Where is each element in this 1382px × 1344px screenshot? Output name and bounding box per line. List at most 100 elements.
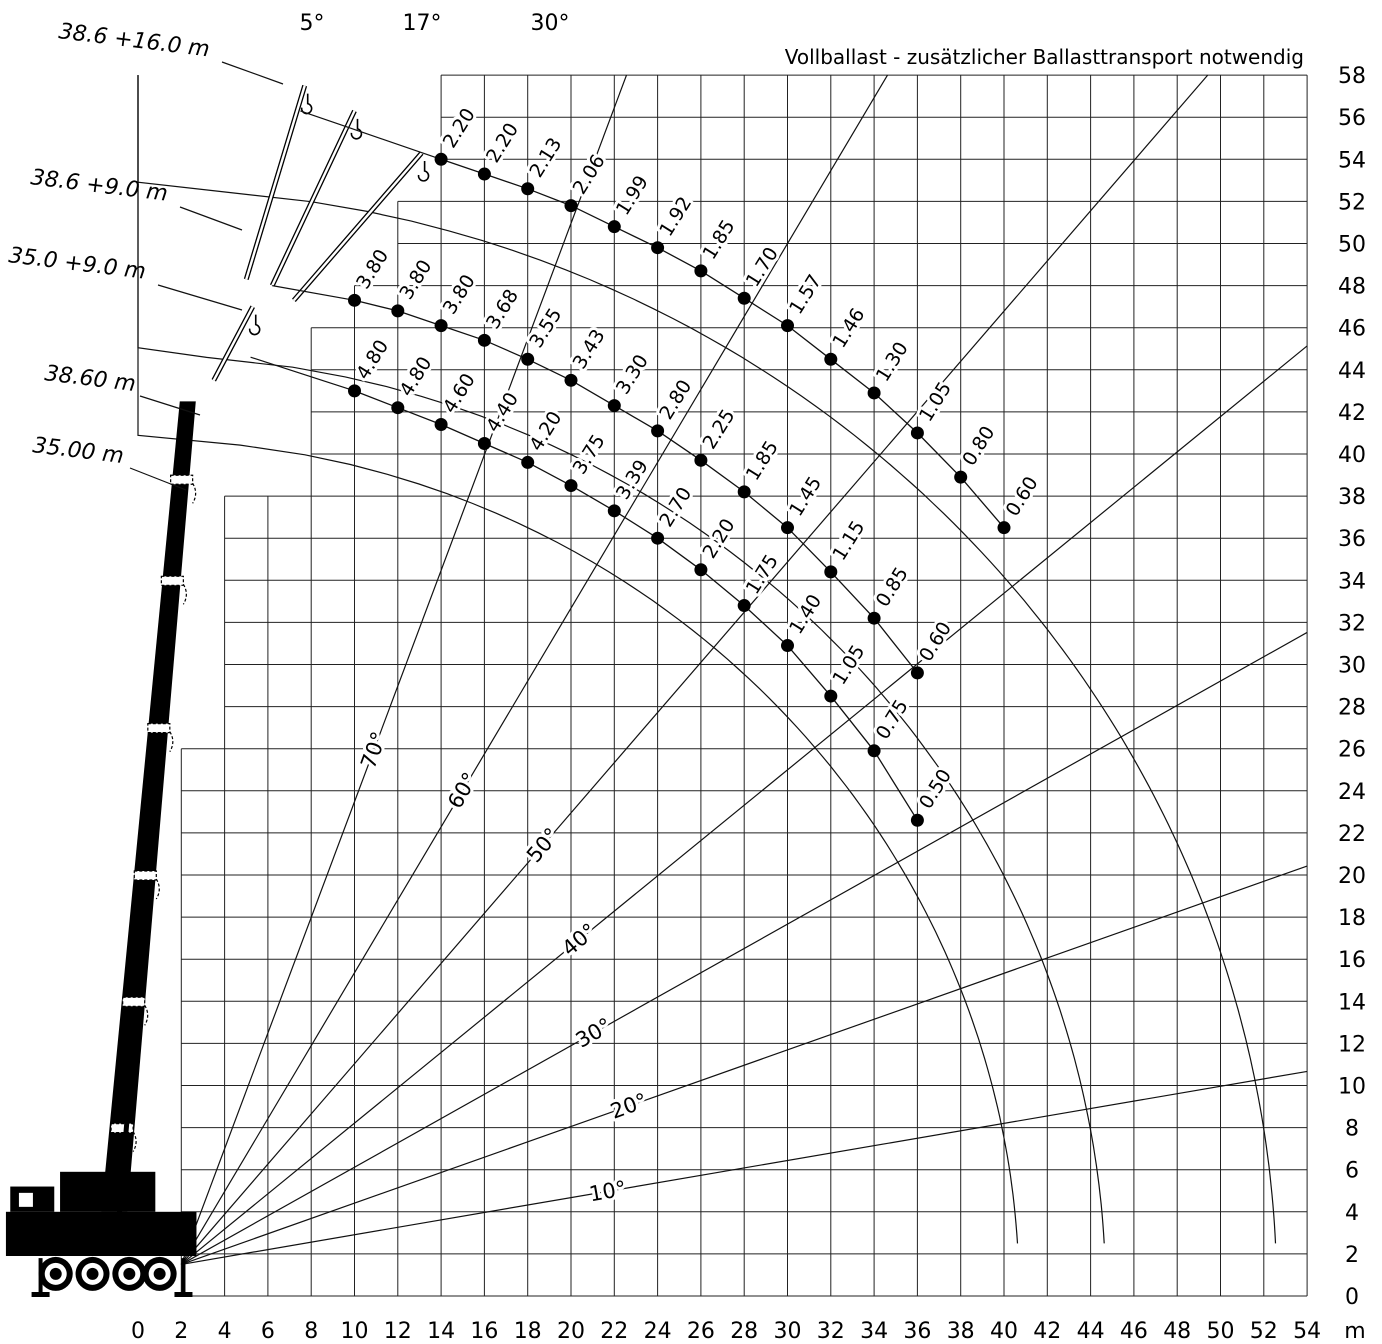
hook-sheave [155, 878, 160, 900]
x-tick-label: 34 [860, 1319, 888, 1344]
x-tick-label: 6 [261, 1319, 275, 1344]
y-tick-label: 28 [1338, 696, 1366, 721]
jib-connector [272, 285, 355, 301]
load-value-label: 0.50 [915, 765, 956, 813]
jib-connector [300, 110, 442, 160]
load-point [477, 167, 491, 181]
x-tick-label: 40 [990, 1319, 1018, 1344]
load-point [867, 386, 881, 400]
y-tick-label: 42 [1338, 401, 1366, 426]
boom-length-leader [221, 61, 284, 85]
y-tick-label: 36 [1338, 527, 1366, 552]
x-tick-label: 0 [131, 1319, 145, 1344]
angle-line-60 [180, 74, 889, 1265]
jib-offset-label: 5° [300, 11, 325, 36]
boom-length-label: 35.00 m [31, 433, 125, 469]
angle-line-10 [181, 1070, 1308, 1266]
series-line [354, 299, 918, 674]
angle-label-10: 10° [587, 1176, 628, 1206]
radius-arcs [137, 75, 1277, 1244]
load-value-label: 2.06 [569, 151, 610, 199]
series-line [354, 390, 918, 821]
load-value-label: 3.80 [439, 271, 480, 319]
x-tick-label: 28 [730, 1319, 758, 1344]
hook-sheave [182, 583, 187, 605]
load-point [737, 599, 751, 613]
y-tick-label: 30 [1338, 654, 1366, 679]
x-tick-label: 2 [174, 1319, 188, 1344]
boom-section-joint [170, 474, 194, 485]
load-value-label: 2.13 [525, 134, 566, 182]
load-point [391, 304, 405, 318]
hook [350, 118, 363, 140]
load-value-label: 4.60 [439, 370, 480, 418]
angle-line-30 [181, 631, 1308, 1265]
x-tick-label: 14 [427, 1319, 455, 1344]
series-line [440, 158, 1005, 529]
load-point [564, 373, 578, 387]
load-value-label: 0.60 [915, 618, 956, 666]
radius-arc [137, 75, 1105, 1244]
x-tick-label: 16 [470, 1319, 498, 1344]
boom-section-joint [110, 1122, 134, 1134]
hook [248, 314, 261, 336]
load-point [348, 293, 361, 307]
boom-length-label: 38.60 m [43, 361, 137, 397]
load-value-label: 1.70 [742, 243, 783, 291]
load-value-label: 1.99 [612, 172, 653, 220]
y-tick-label: 18 [1338, 906, 1366, 931]
load-value-label: 0.75 [872, 696, 913, 744]
y-tick-label: 32 [1338, 611, 1366, 636]
load-point [521, 455, 535, 469]
x-tick-label: 26 [687, 1319, 715, 1344]
crane-drawing [5, 84, 442, 1297]
load-value-label: 1.40 [785, 591, 826, 639]
y-tick-label: 54 [1338, 148, 1366, 173]
load-point [910, 813, 924, 827]
outrigger-pad [31, 1292, 50, 1297]
angle-label-40: 40° [557, 919, 601, 961]
boom-section-joint [147, 723, 171, 734]
x-tick-label: 22 [600, 1319, 628, 1344]
y-tick-label: 58 [1338, 64, 1366, 89]
load-value-label: 1.05 [915, 378, 956, 426]
main-boom [101, 401, 196, 1212]
load-point [651, 424, 665, 438]
y-tick-label: 56 [1338, 106, 1366, 131]
y-tick-label: 40 [1338, 443, 1366, 468]
y-tick-label: 24 [1338, 780, 1366, 805]
x-tick-label: 42 [1033, 1319, 1061, 1344]
x-tick-label: 24 [644, 1319, 672, 1344]
load-point [651, 241, 665, 255]
x-tick-label: 50 [1207, 1319, 1235, 1344]
load-point [477, 333, 491, 347]
load-point [434, 319, 448, 333]
load-value-label: 1.85 [742, 437, 783, 485]
load-point [997, 521, 1011, 535]
y-tick-label: 16 [1338, 948, 1366, 973]
boom-length-label: 35.0 +9.0 m [7, 243, 147, 285]
load-point [348, 384, 361, 398]
hook-sheave [132, 1131, 137, 1152]
hook-sheave [169, 731, 174, 752]
load-point [954, 470, 968, 484]
boom-section-joint [160, 575, 184, 586]
load-series: 2.20 2.20 2.13 2.06 1.99 1.92 1.851.701.571.46… [348, 101, 1046, 827]
x-tick-label: 10 [341, 1319, 369, 1344]
load-point [824, 565, 838, 579]
load-value-label: 3.43 [569, 325, 610, 373]
hook-sheave [144, 1004, 149, 1026]
x-tick-label: 32 [817, 1319, 845, 1344]
load-point [694, 264, 708, 278]
y-tick-label: 6 [1345, 1159, 1359, 1184]
x-tick-label: 38 [947, 1319, 975, 1344]
axis-tick-labels: 0 2 4 6 8 10 12 14 16 18 20 22 24 26 28 30 32 34 36 38 40 42 4… [131, 64, 1366, 1344]
boom-section-joint [122, 996, 146, 1007]
load-value-label: 3.30 [612, 351, 653, 399]
jib-inner [292, 152, 423, 302]
wheel-center [49, 1267, 62, 1280]
jib-inner [271, 110, 356, 287]
y-tick-label: 0 [1345, 1285, 1359, 1310]
load-value-label: 4.80 [352, 336, 393, 384]
